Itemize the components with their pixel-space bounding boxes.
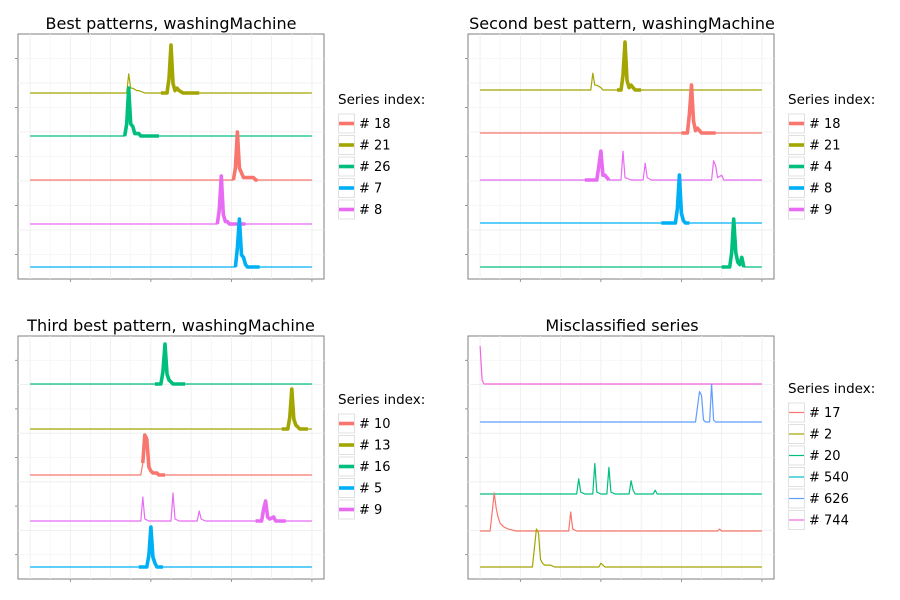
pattern-highlight-9 <box>255 499 286 523</box>
legend-label: # 13 <box>359 439 391 454</box>
legend-label: # 26 <box>359 160 391 175</box>
gridlines <box>468 336 774 579</box>
pattern-highlight-18 <box>231 130 258 182</box>
series-line-20 <box>480 463 762 495</box>
chart-panel-4: Misclassified series Series index: # 17 # 2… <box>465 316 875 582</box>
chart-title: Misclassified series <box>545 316 698 335</box>
chart-title: Second best pattern, washingMachine <box>469 14 775 33</box>
pattern-highlight-7 <box>233 217 260 269</box>
legend-title: Series index: <box>338 392 425 408</box>
legend: Series index: # 10 # 13 # 16 # 5 # 9 <box>338 392 425 520</box>
legend-title: Series index: <box>338 92 425 108</box>
legend-label: # 18 <box>359 117 391 132</box>
legend-label: # 8 <box>359 203 382 218</box>
series-line-626 <box>480 383 762 423</box>
legend-title: Series index: <box>788 92 875 108</box>
chart-panel-3: Third best pattern, washingMachine Series… <box>15 316 425 582</box>
legend-label: # 2 <box>809 428 832 443</box>
chart-panel-1: Best patterns, washingMachine Series inde… <box>15 14 425 282</box>
legend-label: # 4 <box>809 160 832 175</box>
pattern-highlight-21 <box>160 43 200 95</box>
legend-label: # 9 <box>359 503 382 518</box>
pattern-highlight-8 <box>661 173 690 225</box>
gridlines <box>18 336 324 579</box>
pattern-highlight-13 <box>281 387 308 431</box>
pattern-highlight-5 <box>138 525 163 569</box>
legend-label: # 540 <box>809 471 849 486</box>
pattern-highlight-10 <box>141 433 165 477</box>
pattern-highlight-16 <box>154 342 186 386</box>
legend-label: # 21 <box>359 139 391 154</box>
series-line-2 <box>480 528 762 568</box>
gridlines <box>18 34 324 279</box>
chart-title: Third best pattern, washingMachine <box>26 316 315 335</box>
pattern-highlight-26 <box>122 86 159 138</box>
legend-label: # 16 <box>359 460 391 475</box>
legend-label: # 8 <box>809 182 832 197</box>
pattern-highlight-9 <box>584 149 611 182</box>
legend-label: # 20 <box>809 449 841 464</box>
pattern-highlight-8 <box>215 174 246 226</box>
legend-label: # 744 <box>809 514 849 529</box>
pattern-highlight-18 <box>681 83 716 135</box>
legend-label: # 18 <box>809 117 841 132</box>
pattern-highlight-4 <box>721 217 746 269</box>
legend: Series index: # 18 # 21 # 4 # 8 # 9 <box>788 92 875 220</box>
pattern-highlight-21 <box>617 40 642 92</box>
legend: Series index: # 17 # 2 # 20 # 540 # 626 # 744 <box>788 381 875 530</box>
legend-label: # 21 <box>809 139 841 154</box>
gridlines <box>468 34 774 279</box>
legend-label: # 17 <box>809 406 841 421</box>
series-line-744 <box>479 345 762 385</box>
legend-label: # 626 <box>809 492 849 507</box>
legend-label: # 10 <box>359 417 391 432</box>
legend-label: # 9 <box>809 203 832 218</box>
chart-title: Best patterns, washingMachine <box>46 14 297 33</box>
legend-label: # 5 <box>359 482 382 497</box>
legend: Series index: # 18 # 21 # 26 # 7 # 8 <box>338 92 425 220</box>
legend-label: # 7 <box>359 182 382 197</box>
series-line-17 <box>480 492 762 532</box>
chart-panel-2: Second best pattern, washingMachine Serie… <box>465 14 875 282</box>
legend-title: Series index: <box>788 381 875 397</box>
